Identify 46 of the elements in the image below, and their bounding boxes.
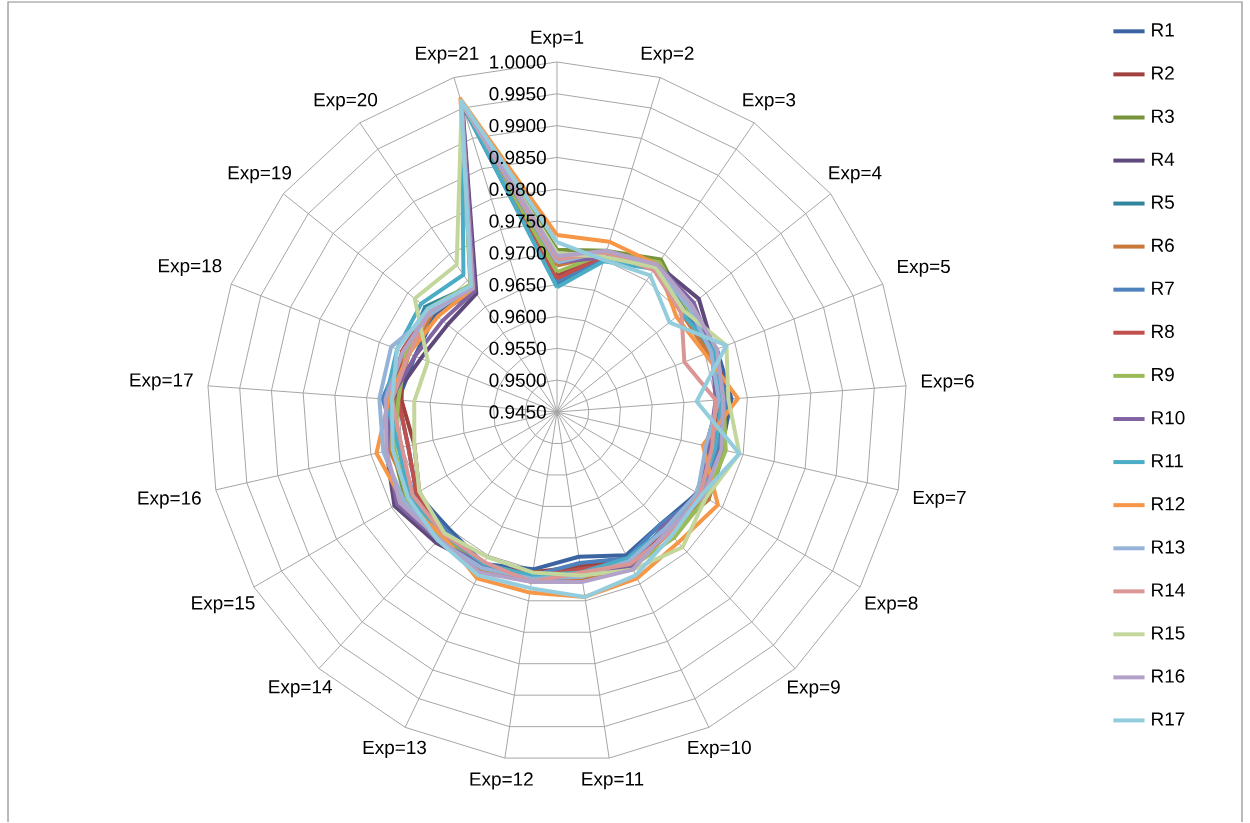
y-tick-label: 0.9600 <box>489 310 546 324</box>
y-tick-label: 0.9550 <box>489 341 546 356</box>
spoke-label: Exp=12 <box>470 772 533 790</box>
y-tick-label: 0.9900 <box>489 119 546 133</box>
spoke-label: Exp=8 <box>865 596 918 614</box>
spoke-label: Exp=9 <box>788 680 840 698</box>
spoke-label: Exp=3 <box>743 93 796 111</box>
spoke-label: Exp=4 <box>829 166 882 184</box>
spoke-label: Exp=21 <box>416 46 479 64</box>
spoke-label: Exp=5 <box>898 260 950 278</box>
spoke-label: Exp=17 <box>130 373 193 391</box>
legend-label: R6 <box>1152 238 1174 253</box>
legend-label: R3 <box>1152 109 1174 124</box>
spoke-label: Exp=2 <box>641 46 694 64</box>
y-tick-label: 0.9500 <box>489 373 546 388</box>
spoke-label: Exp=7 <box>913 491 966 509</box>
legend-label: R2 <box>1152 66 1174 80</box>
spoke-label: Exp=19 <box>228 166 292 184</box>
spoke-label: Exp=10 <box>688 740 751 759</box>
y-tick-label: 0.9450 <box>489 405 546 419</box>
legend-label: R12 <box>1152 497 1185 511</box>
legend-label: R9 <box>1152 368 1174 382</box>
spoke-label: Exp=13 <box>363 740 427 759</box>
spoke-label: Exp=16 <box>138 491 201 509</box>
y-tick-label: 0.9950 <box>489 87 546 101</box>
legend-label: R7 <box>1152 281 1174 295</box>
spoke-label: Exp=1 <box>531 30 584 48</box>
spoke-label: Exp=6 <box>921 374 974 392</box>
legend-label: R14 <box>1152 583 1185 597</box>
spoke-label: Exp=15 <box>192 596 255 614</box>
spoke-label: Exp=11 <box>582 772 644 790</box>
legend-label: R16 <box>1152 669 1185 683</box>
legend-label: R8 <box>1152 324 1174 339</box>
legend-label: R11 <box>1152 454 1183 468</box>
legend-label: R15 <box>1152 626 1185 640</box>
y-tick-label: 0.9650 <box>489 278 546 292</box>
y-tick-label: 1.0000 <box>490 55 546 69</box>
legend-label: R13 <box>1152 540 1185 554</box>
legend-label: R5 <box>1152 195 1174 210</box>
legend-label: R1 <box>1152 23 1174 37</box>
spoke-label: Exp=18 <box>159 259 222 277</box>
legend-label: R10 <box>1152 411 1185 425</box>
legend-label: R17 <box>1152 712 1185 726</box>
spoke-label: Exp=20 <box>314 93 378 111</box>
spoke-label: Exp=14 <box>269 680 332 698</box>
legend-label: R4 <box>1152 152 1175 166</box>
